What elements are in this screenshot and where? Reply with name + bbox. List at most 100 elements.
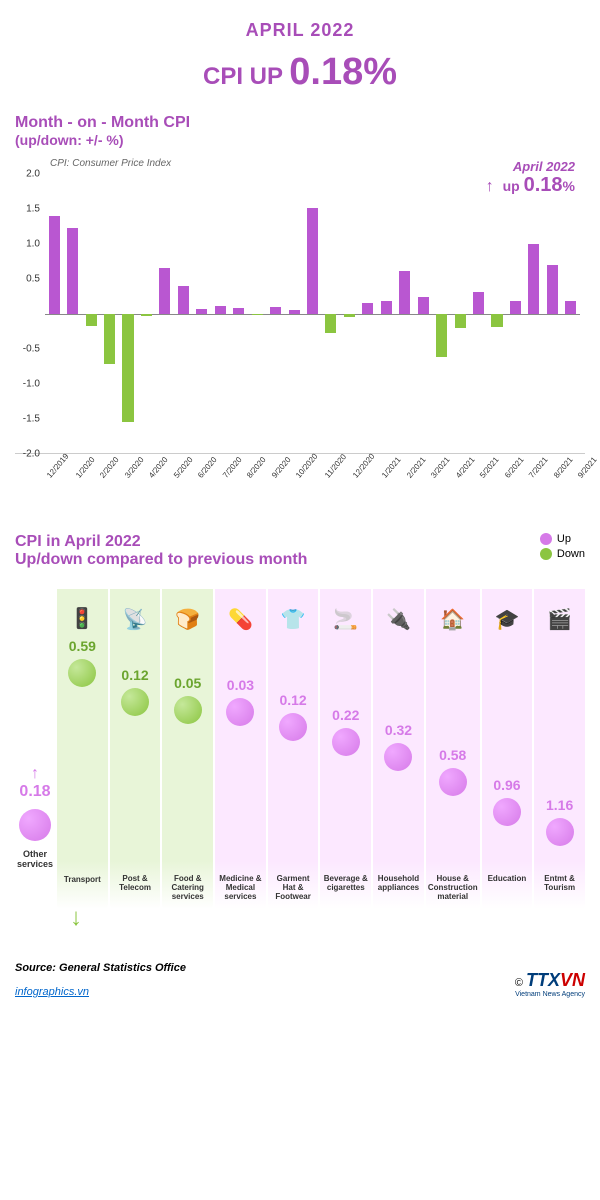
category-label: Transport [64, 875, 101, 904]
x-label: 11/2020 [323, 452, 348, 479]
bar [491, 314, 502, 327]
bar [325, 314, 336, 333]
x-label: 7/2020 [221, 455, 244, 480]
category-item: 🚦 0.59 Transport [57, 589, 108, 909]
category-icon: 🎓 [492, 604, 522, 634]
bar [233, 308, 244, 314]
category-value: 0.32 [385, 722, 412, 738]
bar [178, 286, 189, 314]
bar [49, 216, 60, 314]
s2-title2: Up/down compared to previous month [15, 551, 307, 569]
category-label: Beverage & cigarettes [322, 874, 369, 904]
logo-subtitle: Vietnam News Agency [515, 991, 585, 998]
header: APRIL 2022 CPI UP 0.18% [15, 20, 585, 94]
s2-title1: CPI in April 2022 [15, 533, 307, 551]
header-title: CPI UP 0.18% [15, 51, 585, 94]
category-item: 🎬 1.16 Entmt & Tourism [534, 589, 585, 909]
bar [436, 314, 447, 357]
ball-icon [19, 809, 51, 841]
category-value: 0.03 [227, 677, 254, 693]
x-label: 6/2020 [196, 455, 219, 480]
category-label: Post & Telecom [112, 874, 159, 904]
category-label: Household appliances [375, 874, 422, 904]
x-label: 1/2020 [74, 455, 97, 480]
legend-down-icon [540, 548, 552, 560]
chart-title: Month - on - Month CPI [15, 114, 585, 132]
category-value: 0.12 [121, 667, 148, 683]
ball-icon [493, 798, 521, 826]
bar [418, 297, 429, 315]
category-icon: 🚦 [67, 604, 97, 633]
category-label: Education [488, 874, 527, 904]
bar [196, 309, 207, 314]
bar [215, 306, 226, 314]
legend-up-icon [540, 533, 552, 545]
bar [528, 244, 539, 314]
bar [362, 303, 373, 314]
x-labels: 12/20191/20202/20203/20204/20205/20206/2… [45, 459, 585, 483]
source-link[interactable]: infographics.vn [15, 986, 89, 998]
bar [122, 314, 133, 422]
bar-chart: 2.01.51.00.5-0.5-1.0-1.5-2.0 [15, 174, 585, 454]
ball-icon [121, 688, 149, 716]
logo-text: TTXVN [526, 970, 585, 990]
chart-subtitle: (up/down: +/- %) [15, 132, 585, 148]
arrow-up-icon: ↑ [31, 765, 39, 783]
bar [565, 301, 576, 314]
x-label: 8/2021 [552, 455, 575, 480]
x-label: 10/2020 [294, 452, 319, 480]
ball-icon [332, 728, 360, 756]
category-label: House & Construction material [428, 874, 478, 904]
bar [141, 314, 152, 316]
bar [307, 208, 318, 314]
category-value: 0.59 [69, 638, 96, 654]
x-label: 9/2021 [576, 455, 599, 480]
category-item: 👕 0.12 Garment Hat & Footwear [268, 589, 319, 909]
bar [473, 292, 484, 314]
category-label: Food & Catering services [164, 874, 211, 904]
callout-month: April 2022 [486, 159, 575, 174]
bar [159, 268, 170, 314]
x-label: 6/2021 [503, 455, 526, 480]
ball-icon [174, 696, 202, 724]
category-item: 🏠 0.58 House & Construction material [426, 589, 480, 909]
section2-header: CPI in April 2022 Up/down compared to pr… [15, 533, 585, 569]
category-value: 0.22 [332, 707, 359, 723]
bar [289, 310, 300, 314]
x-label: 1/2021 [380, 455, 403, 480]
x-label: 3/2020 [123, 455, 146, 480]
category-icon: 💊 [225, 604, 255, 634]
bar [86, 314, 97, 326]
header-prefix: CPI UP [203, 63, 283, 90]
bar [67, 228, 78, 314]
x-label: 7/2021 [527, 455, 550, 480]
x-label: 4/2020 [147, 455, 170, 480]
category-value: 0.12 [279, 692, 306, 708]
category-item: 🎓 0.96 Education [482, 589, 533, 909]
x-label: 12/2019 [45, 452, 70, 480]
category-icon: 👕 [278, 604, 308, 634]
category-value: 1.16 [546, 797, 573, 813]
ball-icon [384, 743, 412, 771]
other-value: 0.18 [19, 783, 50, 801]
bar [270, 307, 281, 314]
source-text: Source: General Statistics Office [15, 962, 186, 974]
header-month: APRIL 2022 [15, 20, 585, 41]
x-label: 4/2021 [454, 455, 477, 480]
category-value: 0.96 [493, 777, 520, 793]
legend-down: Down [540, 548, 585, 560]
section-categories: CPI in April 2022 Up/down compared to pr… [15, 533, 585, 932]
other-label: Other services [15, 849, 55, 869]
ball-icon [279, 713, 307, 741]
bar [381, 301, 392, 314]
category-icon: 🚬 [331, 604, 361, 634]
category-item: 💊 0.03 Medicine & Medical services [215, 589, 266, 909]
x-label: 5/2021 [478, 455, 501, 480]
ball-icon [226, 698, 254, 726]
plot-area [45, 174, 580, 453]
bar [510, 301, 521, 314]
y-axis: 2.01.51.00.5-0.5-1.0-1.5-2.0 [15, 174, 45, 453]
header-value: 0.18% [289, 51, 397, 93]
bar [547, 265, 558, 314]
bar [399, 271, 410, 314]
